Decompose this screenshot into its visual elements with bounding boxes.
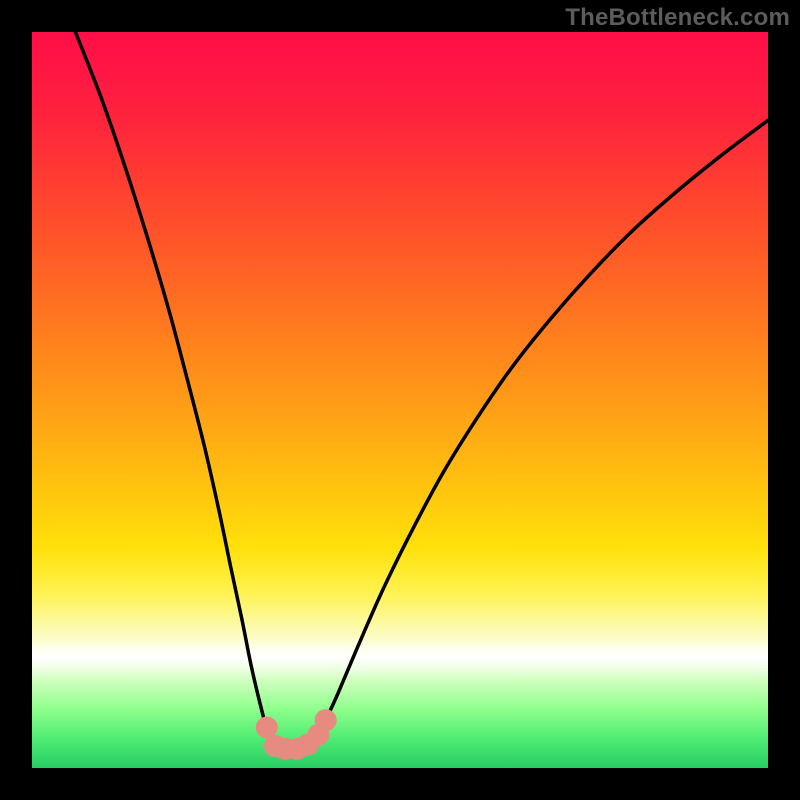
gradient-background — [32, 32, 768, 768]
watermark-text: TheBottleneck.com — [565, 4, 790, 32]
chart-root: TheBottleneck.com — [0, 0, 800, 800]
bottleneck-chart — [32, 32, 768, 768]
trough-marker — [315, 709, 337, 731]
